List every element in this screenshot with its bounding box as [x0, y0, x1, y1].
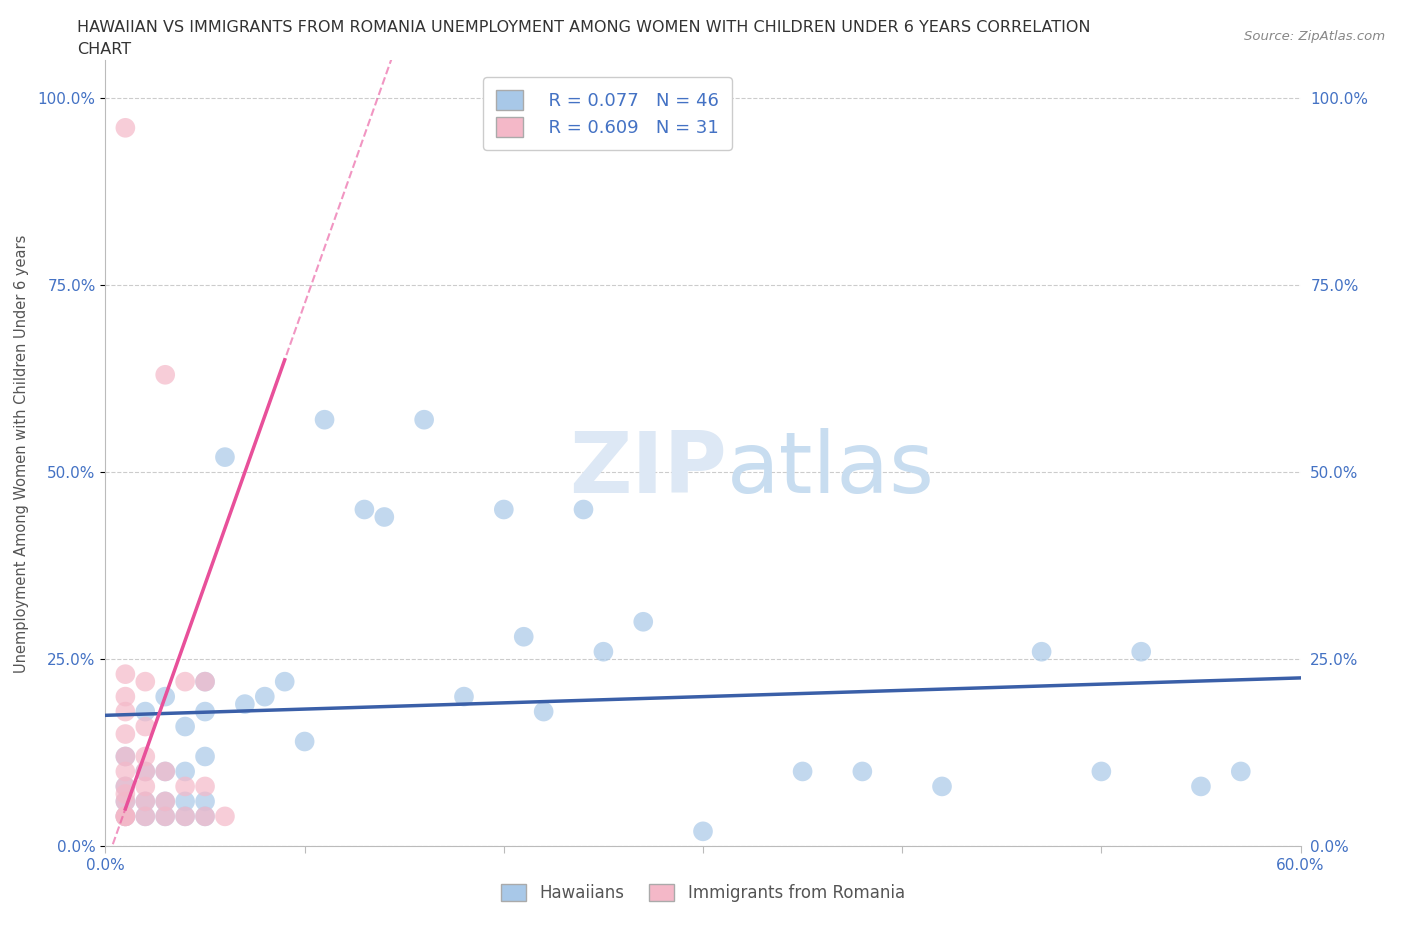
Point: [114, 779, 136, 794]
Point: [155, 809, 177, 824]
Point: [134, 794, 156, 809]
Point: [492, 502, 515, 517]
Y-axis label: Unemployment Among Women with Children Under 6 years: Unemployment Among Women with Children U…: [14, 234, 30, 672]
Point: [453, 689, 475, 704]
Point: [931, 779, 953, 794]
Point: [174, 764, 197, 779]
Point: [572, 502, 595, 517]
Point: [114, 794, 136, 809]
Point: [114, 779, 136, 794]
Text: ZIP: ZIP: [569, 428, 727, 511]
Point: [174, 779, 197, 794]
Point: [294, 734, 316, 749]
Point: [114, 689, 136, 704]
Point: [174, 809, 197, 824]
Point: [274, 674, 297, 689]
Point: [194, 674, 217, 689]
Text: CHART: CHART: [77, 42, 131, 57]
Point: [134, 764, 156, 779]
Point: [155, 764, 177, 779]
Point: [353, 502, 375, 517]
Point: [134, 779, 156, 794]
Point: [413, 412, 436, 427]
Point: [134, 794, 156, 809]
Text: HAWAIIAN VS IMMIGRANTS FROM ROMANIA UNEMPLOYMENT AMONG WOMEN WITH CHILDREN UNDER: HAWAIIAN VS IMMIGRANTS FROM ROMANIA UNEM…: [77, 20, 1091, 35]
Point: [114, 726, 136, 741]
Point: [114, 809, 136, 824]
Point: [155, 367, 177, 382]
Point: [1130, 644, 1153, 659]
Point: [1189, 779, 1212, 794]
Point: [114, 809, 136, 824]
Point: [114, 667, 136, 682]
Point: [851, 764, 873, 779]
Point: [155, 794, 177, 809]
Point: [174, 794, 197, 809]
Point: [174, 809, 197, 824]
Point: [174, 719, 197, 734]
Point: [253, 689, 276, 704]
Point: [114, 809, 136, 824]
Point: [134, 674, 156, 689]
Point: [592, 644, 614, 659]
Point: [134, 764, 156, 779]
Point: [373, 510, 395, 525]
Point: [194, 809, 217, 824]
Point: [114, 704, 136, 719]
Point: [314, 412, 336, 427]
Point: [1229, 764, 1251, 779]
Point: [134, 809, 156, 824]
Point: [214, 450, 236, 465]
Point: [1090, 764, 1112, 779]
Point: [134, 704, 156, 719]
Point: [134, 749, 156, 764]
Point: [114, 809, 136, 824]
Point: [194, 794, 217, 809]
Text: Source: ZipAtlas.com: Source: ZipAtlas.com: [1244, 30, 1385, 43]
Point: [155, 689, 177, 704]
Point: [194, 704, 217, 719]
Point: [194, 674, 217, 689]
Point: [194, 749, 217, 764]
Point: [174, 674, 197, 689]
Point: [513, 630, 536, 644]
Point: [114, 749, 136, 764]
Point: [134, 809, 156, 824]
Point: [114, 794, 136, 809]
Point: [194, 779, 217, 794]
Point: [155, 764, 177, 779]
Point: [792, 764, 814, 779]
Point: [155, 794, 177, 809]
Legend: Hawaiians, Immigrants from Romania: Hawaiians, Immigrants from Romania: [495, 877, 911, 909]
Point: [114, 764, 136, 779]
Point: [114, 787, 136, 802]
Point: [533, 704, 555, 719]
Point: [692, 824, 714, 839]
Point: [194, 809, 217, 824]
Point: [633, 615, 655, 630]
Point: [114, 749, 136, 764]
Point: [114, 120, 136, 135]
Point: [134, 719, 156, 734]
Point: [233, 697, 256, 711]
Text: atlas: atlas: [727, 428, 935, 511]
Point: [214, 809, 236, 824]
Point: [155, 809, 177, 824]
Point: [1031, 644, 1053, 659]
